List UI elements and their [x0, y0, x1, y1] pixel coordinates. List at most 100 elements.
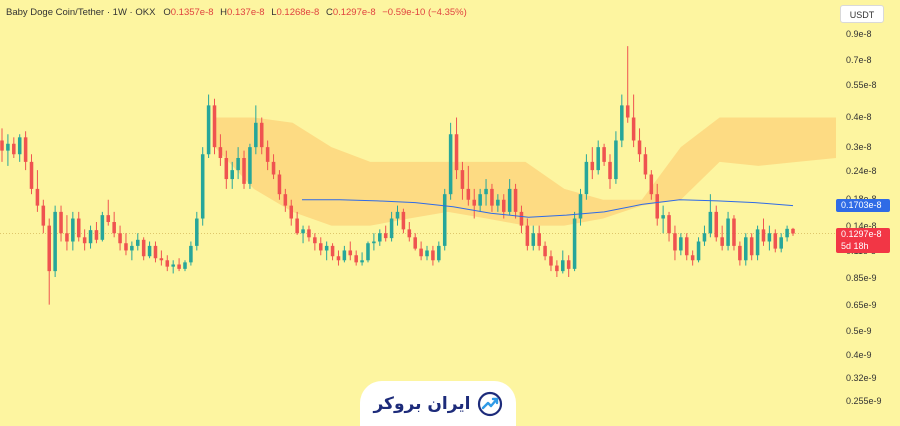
candle-body [779, 237, 783, 249]
candle-body [153, 245, 158, 259]
candle [714, 205, 719, 242]
candle [301, 225, 305, 244]
candle [661, 205, 665, 234]
candle [248, 143, 252, 189]
candle [690, 250, 695, 266]
open-label: O [163, 7, 171, 18]
candle-body [141, 239, 146, 257]
candle-body [749, 237, 754, 256]
candle [755, 225, 760, 261]
candle-body [360, 260, 364, 263]
candle [673, 225, 677, 261]
candle-body [413, 237, 417, 249]
high-value: 0.137e-8 [227, 7, 265, 18]
candle-body [283, 194, 288, 206]
candle-body [442, 194, 447, 246]
candle-body [165, 260, 170, 267]
candle [71, 211, 75, 251]
candle [118, 225, 122, 251]
candle-body [661, 215, 665, 219]
candle [342, 245, 347, 263]
candle [159, 250, 164, 266]
candle-body [289, 205, 294, 219]
candle-body [183, 262, 187, 269]
candle-body [643, 154, 648, 175]
price-tick: 0.32e-9 [846, 373, 877, 383]
candle [265, 140, 270, 171]
candle-body [372, 241, 376, 244]
candle [17, 134, 22, 162]
candle [437, 241, 441, 263]
candle-body [726, 218, 730, 246]
candle [53, 205, 57, 278]
candle [348, 241, 353, 261]
candle-body [602, 147, 606, 162]
candle-body [206, 105, 211, 155]
currency-button[interactable]: USDT [840, 5, 884, 23]
candle-body [407, 229, 412, 238]
candle [431, 245, 435, 266]
price-tick: 0.65e-9 [846, 300, 877, 310]
ma-price-badge: 0.1703e-8 [836, 199, 890, 212]
candle [549, 250, 553, 272]
candle [744, 233, 748, 266]
candle-body [277, 174, 282, 195]
candle-body [389, 218, 394, 239]
candle [224, 150, 229, 189]
candle-body [76, 218, 81, 238]
candle [35, 170, 40, 212]
candle-body [12, 143, 16, 155]
candle-body [295, 218, 299, 234]
candle-body [572, 218, 577, 269]
candle [507, 179, 512, 216]
candle-timer-badge: 5d 18h [836, 240, 890, 253]
price-tick: 0.14e-8 [846, 221, 877, 231]
candle [620, 94, 624, 148]
candle-body [147, 245, 152, 257]
candle-body [395, 211, 400, 219]
candle [407, 222, 412, 242]
price-tick: 0.55e-8 [846, 80, 877, 90]
candle-body [531, 233, 536, 246]
candle-body [265, 147, 270, 162]
candle [124, 233, 128, 256]
candle [307, 225, 311, 242]
candle-body [401, 211, 406, 230]
candle [779, 233, 783, 253]
price-tick: 0.255e-9 [846, 396, 882, 406]
price-tick: 0.3e-8 [846, 142, 872, 152]
candle [442, 188, 447, 251]
candle [590, 147, 595, 180]
candle-body [65, 233, 69, 242]
candle-body [301, 229, 305, 234]
candle-body [708, 211, 713, 234]
candle-body [631, 117, 636, 141]
candle-body [17, 137, 22, 155]
candle [566, 255, 571, 278]
candle [572, 211, 577, 272]
candle-body [507, 188, 512, 212]
symbol-header: Baby Doge Coin/Tether · 1W · OKX O0.1357… [6, 7, 467, 18]
price-tick: 0.9e-8 [846, 29, 872, 39]
candle [112, 211, 116, 238]
candle [643, 147, 648, 180]
candle-body [124, 243, 128, 251]
candle-body [679, 237, 683, 251]
logo-text: ایران بروکر [373, 393, 471, 414]
candle-body [696, 241, 701, 261]
candle-body [189, 245, 193, 263]
candle [65, 215, 69, 251]
candle-body [330, 245, 335, 257]
candle [153, 241, 158, 263]
candle-body [248, 147, 252, 184]
candle [212, 98, 217, 155]
candle [206, 94, 211, 158]
candle-body [47, 225, 51, 272]
candle [230, 161, 234, 189]
candle [135, 233, 140, 251]
ichimoku-cloud [215, 117, 836, 226]
candle [372, 233, 376, 251]
last-price-badge: 0.1297e-8 [836, 228, 890, 241]
candle [395, 205, 400, 226]
